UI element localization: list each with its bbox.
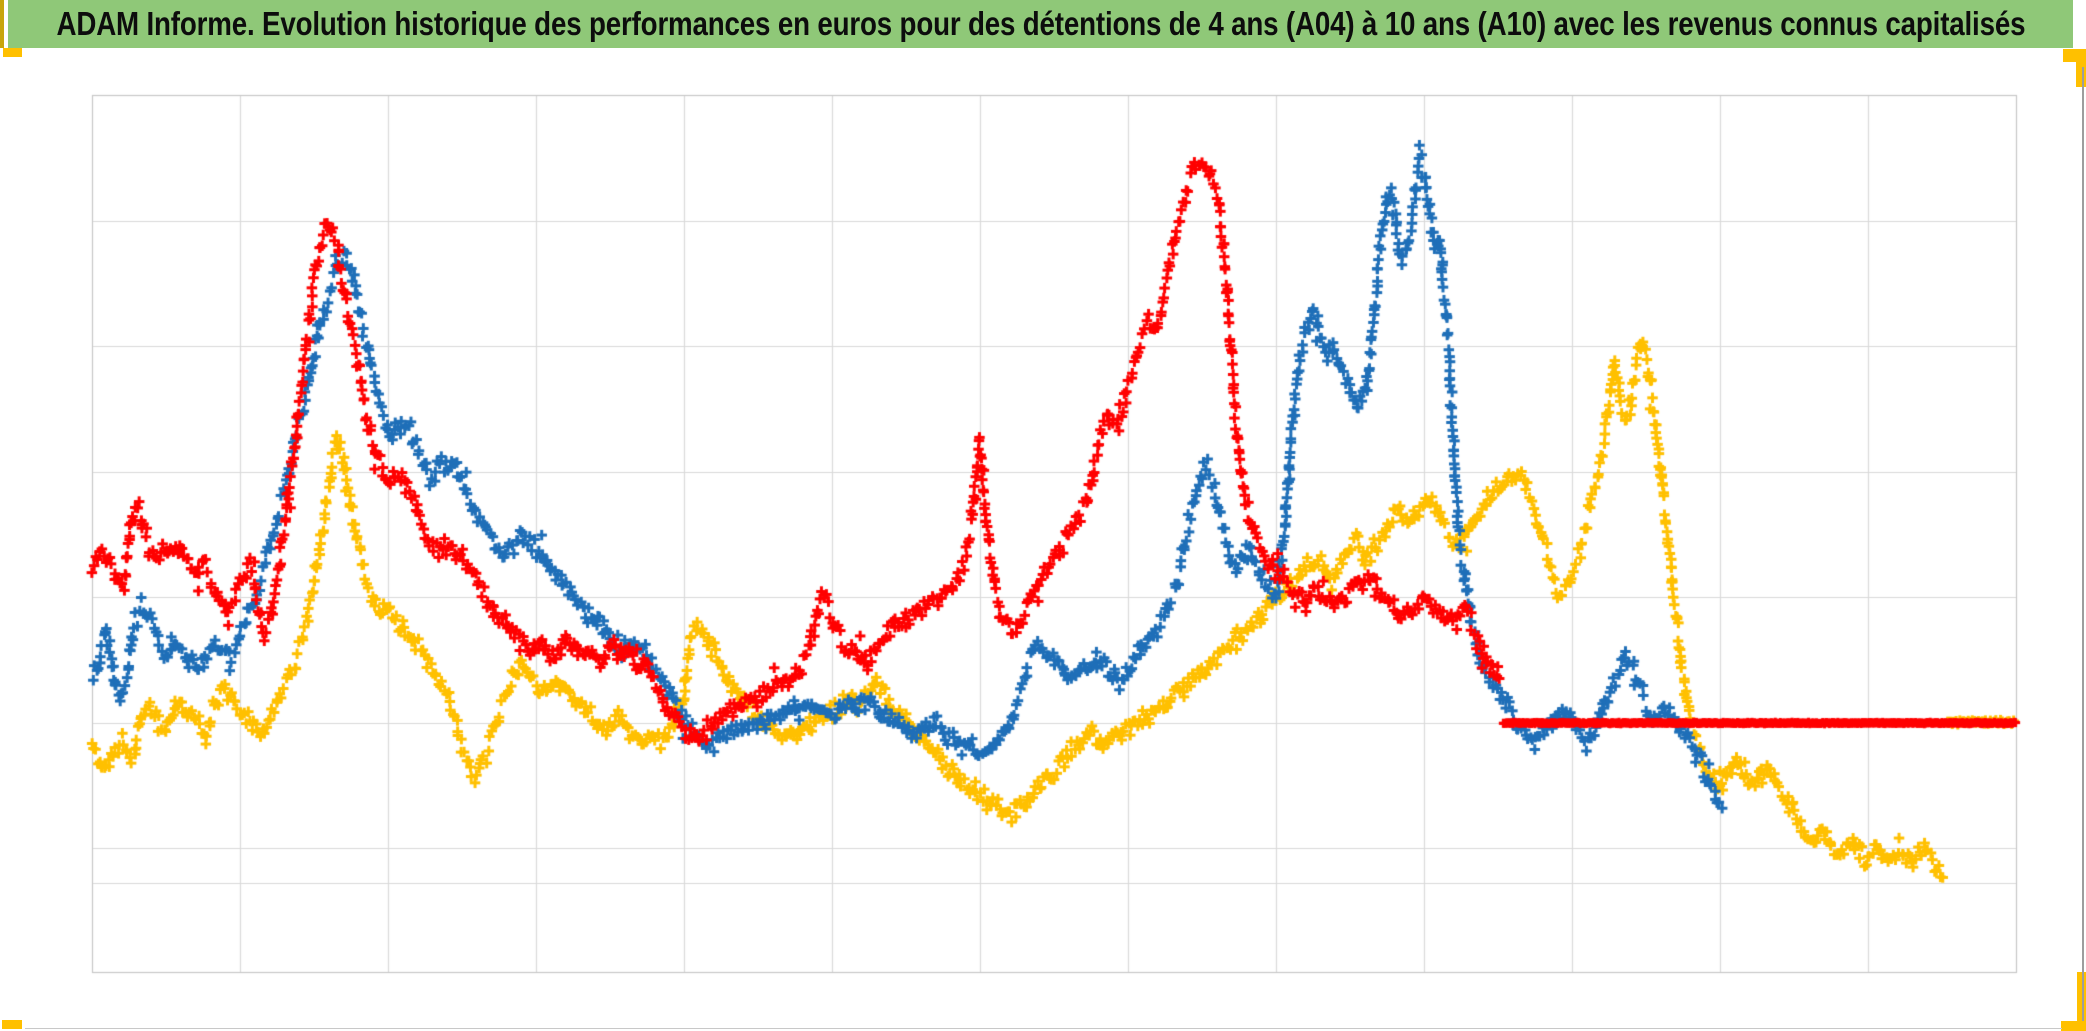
corner-accent-bottom-right-horizontal bbox=[2061, 1021, 2086, 1031]
gold-tab-bottom-left bbox=[2, 1020, 22, 1029]
slide-title-bar: ADAM Informe. Evolution historique des p… bbox=[8, 0, 2073, 48]
corner-accent-bottom-right-vertical bbox=[2077, 972, 2086, 1023]
slide-frame-line-right bbox=[2082, 67, 2084, 1021]
slide-frame-line-bottom bbox=[25, 1028, 2062, 1029]
corner-accent-top-right-vertical bbox=[2076, 49, 2086, 87]
slide-title: ADAM Informe. Evolution historique des p… bbox=[56, 5, 2025, 42]
gold-tab-top-left bbox=[3, 48, 22, 57]
left-edge-accent bbox=[0, 0, 4, 48]
